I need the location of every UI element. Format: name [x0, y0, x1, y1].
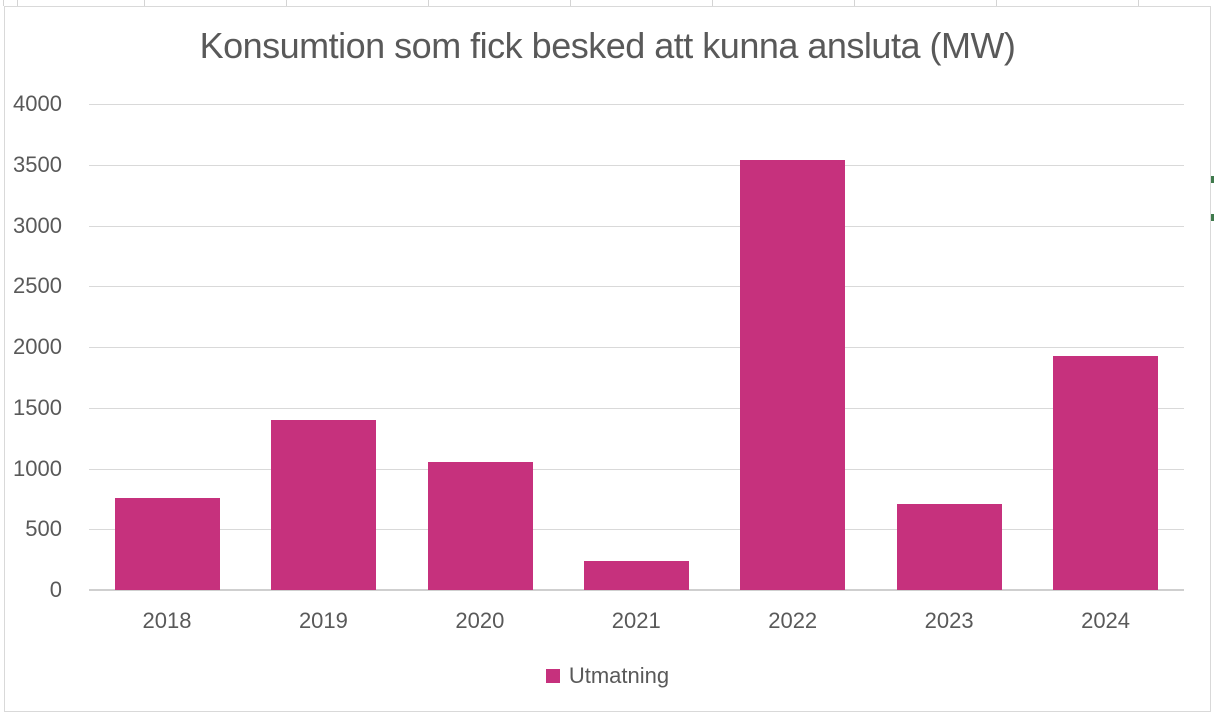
- x-axis-category-label: 2024: [1081, 608, 1131, 633]
- spreadsheet-column-gridline: [996, 0, 997, 6]
- spreadsheet-column-gridline: [854, 0, 855, 6]
- spreadsheet-column-gridline: [570, 0, 571, 6]
- spreadsheet-column-gridline: [286, 0, 287, 6]
- x-axis-category-label: 2022: [768, 608, 818, 633]
- gridline: [89, 347, 1184, 348]
- spreadsheet-column-gridline: [144, 0, 145, 6]
- gridline: [89, 529, 1184, 531]
- gridline: [89, 407, 1184, 409]
- x-axis-category-label: 2018: [142, 608, 192, 633]
- x-axis-category-label: 2021: [611, 608, 661, 633]
- chart-area[interactable]: Konsumtion som fick besked att kunna ans…: [4, 6, 1211, 712]
- green-cell-accent: [1211, 214, 1214, 221]
- x-axis-category-label: 2019: [298, 608, 348, 633]
- legend-series-label: Utmatning: [568, 663, 670, 688]
- bar-2023[interactable]: [896, 503, 1002, 590]
- y-axis-tick-label: 3500: [13, 151, 62, 177]
- gridline: [89, 225, 1184, 227]
- y-axis-tick-label: 1500: [13, 394, 62, 420]
- x-axis-line: [89, 589, 1184, 591]
- green-cell-accent: [1211, 176, 1214, 183]
- spreadsheet-column-gridline: [1138, 0, 1139, 6]
- legend-marker-swatch: [545, 669, 560, 683]
- x-axis-category-label: 2023: [924, 608, 974, 633]
- gridline: [89, 286, 1184, 288]
- bar-2018[interactable]: [114, 497, 220, 590]
- bar-2019[interactable]: [271, 419, 377, 590]
- plot-area[interactable]: [89, 104, 1184, 591]
- bar-2021[interactable]: [584, 561, 689, 590]
- y-axis-tick-label: 3000: [13, 212, 62, 238]
- y-axis-tick-label: 1000: [13, 455, 62, 481]
- gridline: [89, 104, 1184, 105]
- y-axis-tick-label: 0: [49, 577, 62, 602]
- spreadsheet-column-gridline: [428, 0, 429, 6]
- gridline: [89, 164, 1184, 166]
- bar-2024[interactable]: [1053, 355, 1159, 590]
- gridline: [89, 468, 1184, 470]
- spreadsheet-column-gridline: [712, 0, 713, 6]
- spreadsheet-column-gridline: [17, 0, 18, 6]
- y-axis-tick-label: 2500: [13, 273, 62, 299]
- bar-2020[interactable]: [427, 462, 533, 590]
- spreadsheet-column-gridline: [3, 0, 4, 6]
- x-axis-category-label: 2020: [455, 608, 505, 633]
- chart-title[interactable]: Konsumtion som fick besked att kunna ans…: [199, 25, 1016, 66]
- y-axis-tick-label: 4000: [13, 91, 62, 116]
- y-axis-tick-label: 500: [25, 516, 62, 542]
- bar-2022[interactable]: [740, 159, 846, 590]
- legend[interactable]: Utmatning: [5, 663, 1210, 689]
- y-axis-tick-label: 2000: [13, 334, 62, 359]
